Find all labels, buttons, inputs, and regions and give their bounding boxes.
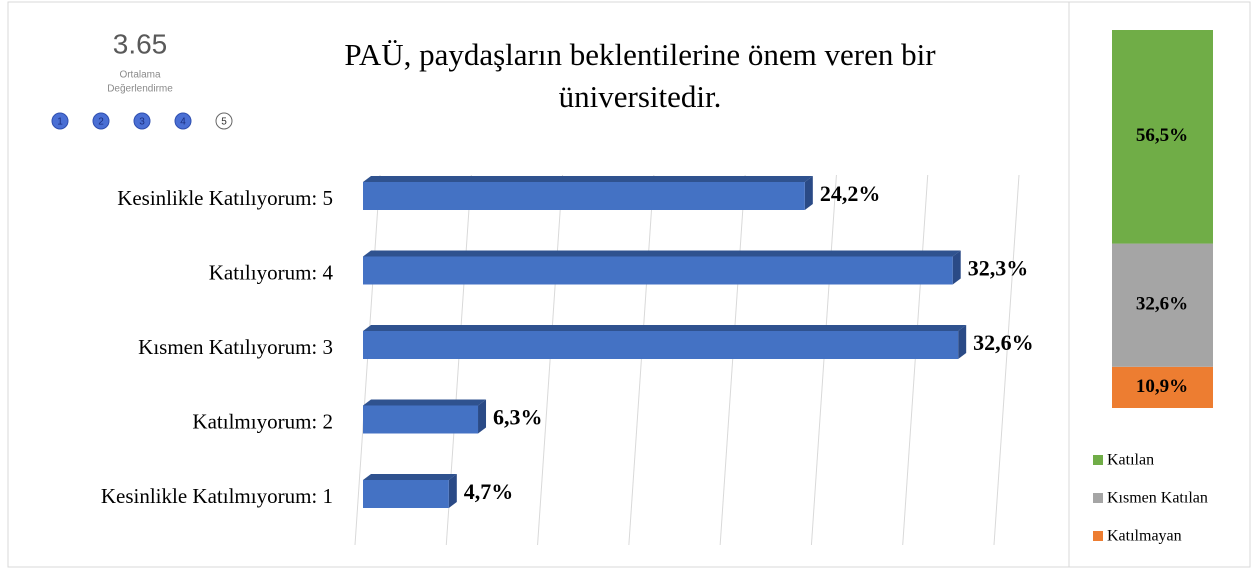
chart-title: PAÜ, paydaşların beklentilerine önem ver… [344,37,936,72]
rating-level: 4 [180,117,186,128]
grid-line [719,174,746,546]
data-label: 32,3% [968,256,1029,281]
rating-dot [51,112,69,130]
bar-side [478,399,487,434]
data-label: 32,6% [973,330,1034,355]
bar-top [363,176,813,182]
stack-segment [1112,30,1213,244]
grid-line [628,174,655,546]
legend-label: Katılan [1107,452,1154,469]
bar-side [448,474,457,508]
legend-swatch [1093,531,1103,541]
rating-score: 3.65 [113,28,168,59]
bar [363,256,953,285]
bar-top [363,474,457,480]
bar [363,182,805,210]
legend-swatch [1093,493,1103,503]
data-label: 24,2% [820,181,881,206]
rating-level: 1 [57,117,63,128]
data-label: 10,9% [1136,376,1188,397]
rating-dot [92,112,110,130]
y-tick-label: Kesinlikle Katılıyorum: 5 [117,186,333,210]
legend-swatch [1093,455,1103,465]
data-label: 6,3% [493,405,543,430]
bar-top [363,250,961,257]
rating-level: 2 [98,117,104,128]
bar [363,480,449,508]
stack-segment [1112,243,1213,367]
rating-label: Ortalama [119,70,161,81]
bar-side [952,250,961,285]
data-label: 32,6% [1136,294,1188,315]
y-tick-label: Kesinlikle Katılmıyorum: 1 [101,484,333,508]
grid-line [537,174,564,546]
legend-label: Kısmen Katılan [1107,490,1208,507]
bar-side [804,176,813,210]
bar [363,331,959,359]
chart-title: üniversitedir. [559,79,722,114]
stack-segment [1112,366,1213,408]
y-tick-label: Katılıyorum: 4 [209,260,334,284]
rating-dot [133,112,151,130]
grid-line [993,174,1020,546]
grid-line [902,174,929,546]
rating-label: Değerlendirme [107,84,173,95]
grid-line [810,174,837,546]
y-tick-label: Kısmen Katılıyorum: 3 [138,335,333,359]
bar [363,405,479,434]
rating-level: 3 [139,117,145,128]
data-label: 4,7% [464,479,514,504]
data-label: 56,5% [1136,125,1188,146]
legend-label: Katılmayan [1107,528,1182,545]
rating-dot [215,112,233,130]
y-tick-label: Katılmıyorum: 2 [192,409,333,433]
bar-side [958,325,967,359]
rating-dot [174,112,192,130]
rating-level: 5 [221,117,227,128]
bar-top [363,399,487,406]
bar-top [363,325,967,331]
grid-line [354,174,381,546]
